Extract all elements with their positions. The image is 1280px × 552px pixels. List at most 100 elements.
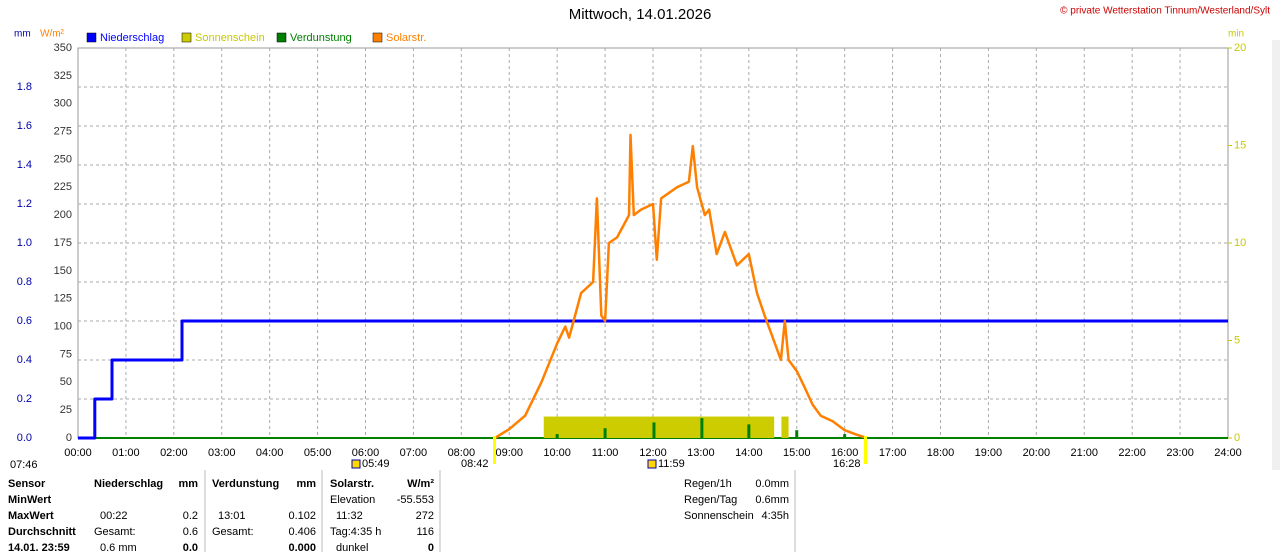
chart-title: Mittwoch, 14.01.2026 — [569, 6, 712, 23]
x-tick-label: 04:00 — [256, 447, 284, 459]
evaporation-bar — [747, 424, 751, 438]
y2-tick-label: 50 — [60, 376, 72, 388]
y3-tick-label: 5 — [1234, 334, 1240, 346]
table-cell: mm — [178, 478, 198, 490]
table-cell: 0.000 — [288, 542, 316, 552]
x-tick-label: 13:00 — [687, 447, 715, 459]
evaporation-bar — [700, 418, 704, 438]
series-line — [78, 319, 1228, 440]
x-tick-label: 07:00 — [400, 447, 428, 459]
evaporation-bar — [364, 437, 367, 438]
y3-tick-label: 15 — [1234, 139, 1246, 151]
y2-tick-label: 300 — [54, 98, 72, 110]
sunshine-bar — [781, 416, 789, 438]
table-cell: Gesamt: — [94, 526, 136, 538]
x-tick-label: 10:00 — [543, 447, 571, 459]
y2-tick-label: 225 — [54, 181, 72, 193]
table-cell: Tag:4:35 h — [330, 526, 382, 538]
summary-value: 4:35h — [761, 510, 789, 522]
legend-swatch — [86, 32, 97, 43]
x-tick-label: 09:00 — [495, 447, 523, 459]
legend-swatch — [181, 32, 192, 43]
day-mark: 05:49 — [362, 458, 390, 470]
x-tick-label: 23:00 — [1166, 447, 1194, 459]
x-tick-label: 17:00 — [879, 447, 907, 459]
evaporation-bar — [555, 434, 559, 438]
table-cell: Niederschlag — [94, 478, 164, 490]
y2-tick-label: 75 — [60, 348, 72, 360]
y3-tick-label: 0 — [1234, 432, 1240, 444]
y-tick-label: 1.8 — [17, 81, 32, 93]
y-tick-label: 0.4 — [17, 354, 32, 366]
table-cell: Sensor — [8, 478, 46, 490]
y3-tick-label: 20 — [1234, 42, 1246, 54]
x-tick-label: 02:00 — [160, 447, 188, 459]
legend-label: Solarstr. — [386, 32, 426, 44]
x-tick-label: 03:00 — [208, 447, 236, 459]
table-cell: 0.102 — [288, 510, 316, 522]
table-cell: mm — [296, 478, 316, 490]
x-tick-label: 06:00 — [352, 447, 380, 459]
x-tick-label: 16:00 — [831, 447, 859, 459]
y-tick-label: 1.4 — [17, 159, 32, 171]
y2-tick-label: 0 — [66, 432, 72, 444]
day-mark: 08:42 — [461, 458, 489, 470]
summary-value: 0.6mm — [755, 494, 789, 506]
y2-tick-label: 125 — [54, 293, 72, 305]
summary-label: Sonnenschein — [684, 510, 754, 522]
y3-axis-label: min — [1228, 29, 1244, 40]
table-cell: Gesamt: — [212, 526, 254, 538]
x-tick-label: 15:00 — [783, 447, 811, 459]
x-tick-label: 01:00 — [112, 447, 140, 459]
x-tick-label: 24:00 — [1214, 447, 1242, 459]
x-tick-label: 05:00 — [304, 447, 332, 459]
table-cell: dunkel — [336, 542, 369, 552]
y-tick-label: 0.2 — [17, 393, 32, 405]
x-tick-label: 11:00 — [592, 447, 619, 459]
evaporation-bar — [843, 434, 847, 438]
table-cell: 0.6 mm — [100, 542, 137, 552]
legend-label: Niederschlag — [100, 32, 164, 44]
table-cell: 13:01 — [218, 510, 246, 522]
evaporation-bar — [795, 430, 799, 438]
chart-subtitle: © private Wetterstation Tinnum/Westerlan… — [1060, 6, 1270, 17]
y2-tick-label: 25 — [60, 404, 72, 416]
sun-tick — [864, 436, 867, 464]
y3-tick-label: 10 — [1234, 237, 1246, 249]
table-cell: 0.0 — [182, 542, 198, 552]
table-cell: 00:22 — [100, 510, 128, 522]
table-cell: MinWert — [8, 494, 52, 506]
table-cell: Verdunstung — [212, 478, 280, 490]
y2-tick-label: 150 — [54, 265, 72, 277]
y2-axis-label: W/m² — [40, 29, 65, 40]
x-tick-label: 19:00 — [975, 447, 1003, 459]
table-cell: 272 — [415, 510, 434, 522]
y-axis-label: mm — [14, 29, 31, 40]
evaporation-bar — [652, 422, 656, 438]
y-tick-label: 1.0 — [17, 237, 32, 249]
legend-swatch — [276, 32, 287, 43]
y2-tick-label: 275 — [54, 125, 72, 137]
x-tick-label: 18:00 — [927, 447, 955, 459]
table-cell: 0.6 — [182, 526, 198, 538]
y-tick-label: 1.6 — [17, 120, 32, 132]
summary-value: 0.0mm — [755, 478, 789, 490]
table-cell: 116 — [416, 526, 434, 538]
table-cell: 11:32 — [336, 510, 363, 522]
y-tick-label: 0.6 — [17, 315, 32, 327]
y2-tick-label: 175 — [54, 237, 72, 249]
series-line — [494, 133, 868, 440]
table-cell: 0.2 — [182, 510, 198, 522]
y2-tick-label: 100 — [54, 320, 72, 332]
legend-label: Sonnenschein — [195, 32, 265, 44]
table-cell: -55.553 — [396, 494, 434, 506]
x-tick-label: 21:00 — [1070, 447, 1098, 459]
sun-icon — [647, 459, 657, 469]
legend-swatch — [372, 32, 383, 43]
day-mark: 07:46 — [10, 459, 38, 471]
sun-tick — [493, 436, 496, 464]
day-mark: 16:28 — [833, 458, 861, 470]
summary-label: Regen/Tag — [684, 494, 738, 506]
